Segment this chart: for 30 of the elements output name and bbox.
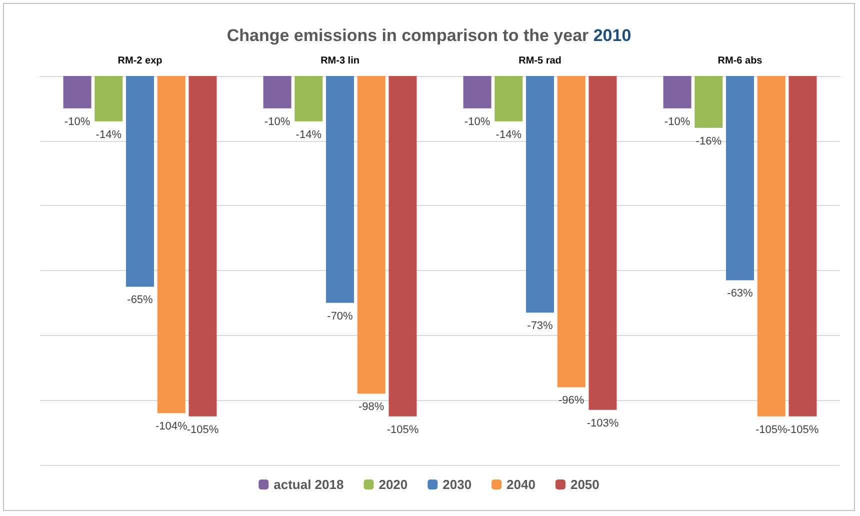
data-label: -16% <box>696 135 722 148</box>
legend-label: 2030 <box>442 477 472 492</box>
data-label: -14% <box>496 128 522 141</box>
data-label: -98% <box>358 401 384 414</box>
data-label: -10% <box>264 116 290 128</box>
x-tick-label: RM-6 abs <box>718 56 763 66</box>
data-label: -105% <box>755 424 788 436</box>
legend-label: 2040 <box>506 477 536 492</box>
data-label: -14% <box>96 128 122 141</box>
data-label: -70% <box>327 310 354 322</box>
data-label: -105% <box>386 424 419 436</box>
data-label: -73% <box>527 320 554 332</box>
data-label: -10% <box>664 116 690 128</box>
data-label: -104% <box>155 420 188 433</box>
x-tick-label: RM-5 rad <box>518 56 562 66</box>
x-tick-label: RM-2 exp <box>118 56 162 66</box>
legend-label: actual 2018 <box>274 477 344 492</box>
data-label: -10% <box>64 116 90 128</box>
data-label: -105% <box>186 424 219 436</box>
data-label: -10% <box>464 116 490 128</box>
chart-title: Change emissions in comparison to the year 2010 <box>226 26 632 45</box>
legend-label: 2020 <box>378 477 408 492</box>
data-label: -96% <box>558 394 584 407</box>
data-label: -65% <box>127 294 154 306</box>
data-label: -105% <box>786 424 819 436</box>
x-tick-label: RM-3 lin <box>320 56 360 66</box>
data-label: -103% <box>586 417 619 430</box>
legend-label: 2050 <box>570 477 600 492</box>
data-label: -14% <box>296 128 322 141</box>
data-label: -63% <box>727 288 754 300</box>
